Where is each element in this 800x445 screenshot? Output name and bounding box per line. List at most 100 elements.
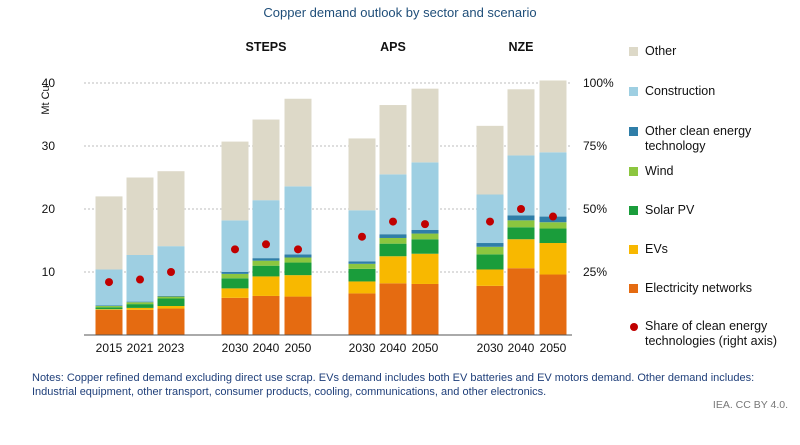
bar-segment (539, 243, 567, 275)
y-tick-label: 20 (42, 202, 56, 216)
legend-dot-share (630, 323, 638, 331)
y-tick-label: 10 (42, 265, 56, 279)
legend-item-wind: Wind (629, 164, 795, 179)
bar-segment (157, 296, 185, 299)
bar-segment (252, 119, 280, 201)
legend-item-solar: Solar PV (629, 203, 795, 218)
bar-segment (126, 307, 154, 310)
bar-segment (252, 258, 280, 261)
bar-segment (348, 268, 376, 282)
x-tick-label: 2040 (508, 341, 535, 355)
bar-segment (379, 237, 407, 244)
legend-item-evs: EVs (629, 242, 795, 257)
bar-segment (126, 304, 154, 308)
share-point (389, 217, 397, 226)
bar-segment (284, 257, 312, 263)
bar-segment (379, 243, 407, 257)
x-tick-label: 2040 (253, 341, 280, 355)
legend-label: EVs (645, 242, 668, 256)
bar-segment (348, 261, 376, 264)
legend: Other Construction Other clean energy te… (629, 0, 800, 370)
legend-item-construction: Construction (629, 84, 795, 99)
bar-segment (476, 269, 504, 286)
bar-segment (411, 239, 439, 254)
bar-segment (411, 253, 439, 284)
share-point (294, 245, 302, 254)
legend-label: Share of clean energy technologies (righ… (645, 319, 778, 348)
bar-segment (348, 263, 376, 269)
bar-segment (252, 295, 280, 335)
legend-label: Other clean energy technology (645, 124, 752, 153)
y2-tick-label: 75% (583, 139, 607, 153)
bar-segment (221, 297, 249, 335)
bar-segment (348, 281, 376, 294)
scenario-label: NZE (509, 40, 534, 54)
bar-segment (221, 141, 249, 221)
bar-segment (411, 229, 439, 234)
bar-segment (95, 307, 123, 310)
bar-segment (95, 269, 123, 306)
bar-segment (221, 273, 249, 279)
legend-label: Wind (645, 164, 674, 178)
share-point (486, 217, 494, 226)
bar-segment (379, 234, 407, 238)
y-tick-label: 40 (42, 76, 56, 90)
legend-swatch-wind (629, 167, 638, 176)
y2-tick-label: 50% (583, 202, 607, 216)
bar-segment (221, 272, 249, 274)
bar-segment (252, 265, 280, 277)
bar-segment (221, 288, 249, 298)
notes: Notes: Copper refined demand excluding d… (32, 372, 755, 398)
bar-segment (379, 256, 407, 284)
bar-segment (411, 88, 439, 163)
share-point (421, 220, 429, 229)
bar-segment (252, 260, 280, 266)
bar-segment (348, 293, 376, 335)
legend-swatch-electricity (629, 284, 638, 293)
legend-swatch-other-clean (629, 127, 638, 136)
bar-segment (252, 276, 280, 296)
bar-segment (411, 233, 439, 240)
bar-segment (507, 268, 535, 335)
x-tick-label: 2040 (380, 341, 407, 355)
share-point (136, 275, 144, 284)
bar-segment (126, 309, 154, 335)
bar-segment (95, 309, 123, 310)
bar-segment (157, 306, 185, 309)
x-tick-label: 2030 (222, 341, 249, 355)
share-point (231, 245, 239, 254)
x-tick-label: 2023 (158, 341, 185, 355)
legend-item-electricity: Electricity networks (629, 281, 795, 296)
x-tick-label: 2050 (412, 341, 439, 355)
share-point (105, 278, 113, 287)
legend-swatch-other (629, 47, 638, 56)
bar-segment (411, 162, 439, 230)
bar-segment (284, 186, 312, 255)
bar-segment (284, 275, 312, 297)
legend-swatch-solar (629, 206, 638, 215)
legend-item-other: Other (629, 44, 795, 59)
y-axis-label: Mt Cu (40, 85, 52, 114)
x-tick-label: 2030 (477, 341, 504, 355)
legend-swatch-evs (629, 245, 638, 254)
legend-label: Other (645, 44, 677, 58)
bar-segment (507, 227, 535, 240)
x-tick-label: 2015 (96, 341, 123, 355)
bar-segment (476, 254, 504, 270)
bar-segment (95, 306, 123, 308)
bar-segment (157, 171, 185, 247)
bar-segment (157, 308, 185, 335)
bar-segment (476, 243, 504, 247)
bar-segment (507, 239, 535, 269)
bar-segment (157, 295, 185, 297)
bar-segment (507, 220, 535, 228)
bar-segment (507, 215, 535, 221)
bar-segment (476, 125, 504, 195)
legend-label: Electricity networks (645, 281, 752, 295)
legend-label: Solar PV (645, 203, 695, 217)
bar-segment (126, 301, 154, 303)
bar-segment (284, 262, 312, 276)
bar-segment (284, 296, 312, 335)
share-point (262, 240, 270, 249)
